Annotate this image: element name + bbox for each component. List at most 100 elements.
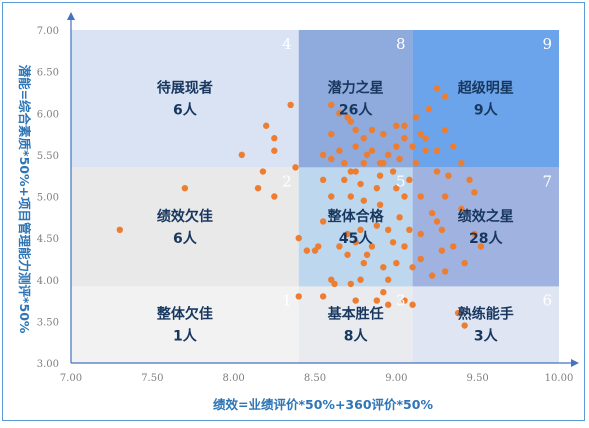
data-point xyxy=(363,251,371,258)
points-layer xyxy=(116,85,485,329)
y-tick-label: 4.50 xyxy=(37,234,59,245)
data-point xyxy=(376,160,384,167)
data-point xyxy=(417,255,424,263)
data-point xyxy=(352,239,359,246)
data-point xyxy=(363,151,371,159)
zone-2-name: 绩效欠佳 xyxy=(157,208,213,225)
data-point xyxy=(438,247,446,254)
data-point xyxy=(438,226,446,233)
data-point xyxy=(401,135,408,142)
data-point xyxy=(433,147,441,154)
data-point xyxy=(360,197,367,204)
data-point xyxy=(238,151,245,159)
data-point xyxy=(368,147,376,154)
data-point xyxy=(376,172,384,179)
data-point xyxy=(428,209,436,217)
data-point xyxy=(287,101,294,109)
data-point xyxy=(441,93,449,100)
data-point xyxy=(357,226,364,233)
data-point xyxy=(396,214,403,221)
x-tick-label: 8.00 xyxy=(223,373,245,384)
zone-2-count: 6人 xyxy=(173,230,198,247)
zone-7-count: 28人 xyxy=(469,230,503,247)
y-tick-label: 3.00 xyxy=(37,359,59,370)
data-point xyxy=(360,160,367,167)
data-point xyxy=(401,122,408,129)
data-point xyxy=(477,243,485,250)
data-point xyxy=(319,293,327,300)
data-point xyxy=(450,243,457,250)
data-point xyxy=(385,226,392,233)
data-point xyxy=(425,105,433,113)
data-point xyxy=(385,151,392,159)
zone-7-number: 7 xyxy=(542,172,552,190)
data-point xyxy=(466,176,473,184)
data-point xyxy=(373,184,381,192)
data-point xyxy=(412,114,420,121)
zone-4-name: 待展现者 xyxy=(157,80,213,97)
x-axis-title: 绩效=业绩评价*50%+360评价*50% xyxy=(213,397,433,412)
y-axis-title: 潜能=综合素质*50%+项目管理能力测评*50% xyxy=(17,65,32,334)
zone-1-count: 1人 xyxy=(173,328,198,345)
chart-frame: 整体欠佳 1人 1 绩效欠佳 6人 2 基本胜任 8人 3 待展现者 6人 4 整体合格 45人 5 熟练能手… xyxy=(2,2,585,421)
zone-8-number: 8 xyxy=(396,35,406,53)
x-tick-label: 10.00 xyxy=(545,373,574,384)
data-point xyxy=(344,230,351,238)
data-point xyxy=(385,276,392,283)
y-tick-label: 4.00 xyxy=(37,276,59,287)
zone-1-name: 整体欠佳 xyxy=(156,306,213,323)
data-point xyxy=(368,126,376,134)
data-point xyxy=(441,126,449,134)
y-axis-arrow-icon xyxy=(67,12,75,20)
data-point xyxy=(328,155,335,163)
data-point xyxy=(319,151,327,159)
data-point xyxy=(352,297,359,304)
data-point xyxy=(328,130,335,138)
y-tick-label: 6.50 xyxy=(37,68,59,79)
data-point xyxy=(347,193,354,200)
axes-layer xyxy=(67,12,579,367)
data-point xyxy=(393,184,400,192)
zone-8-name: 潜力之星 xyxy=(328,80,384,97)
data-point xyxy=(336,110,343,117)
data-point xyxy=(417,130,424,138)
data-point xyxy=(393,122,400,129)
data-point xyxy=(445,172,452,179)
zone-1-number: 1 xyxy=(282,291,292,309)
data-point xyxy=(341,176,348,184)
x-axis-arrow-icon xyxy=(571,359,579,367)
y-tick-label: 5.50 xyxy=(37,151,59,162)
data-point xyxy=(406,176,413,184)
zone-7-background xyxy=(412,167,559,287)
zone-5-number: 5 xyxy=(396,172,406,190)
data-point xyxy=(471,189,478,196)
data-point xyxy=(368,243,376,250)
data-point xyxy=(259,168,267,175)
data-point xyxy=(295,234,302,242)
data-point xyxy=(380,264,387,271)
data-point xyxy=(347,168,354,175)
zone-9-count: 9人 xyxy=(474,102,499,119)
data-point xyxy=(357,180,364,188)
data-point xyxy=(376,201,384,209)
data-point xyxy=(389,239,397,246)
data-point xyxy=(380,130,387,138)
data-point xyxy=(373,222,381,229)
data-point xyxy=(271,193,278,200)
data-point xyxy=(433,218,441,225)
data-point xyxy=(181,184,189,192)
data-point xyxy=(357,276,364,283)
data-point xyxy=(458,160,465,167)
data-point xyxy=(433,168,441,175)
data-point xyxy=(401,297,408,304)
zone-4-number: 4 xyxy=(282,35,292,53)
data-point xyxy=(409,301,416,308)
zone-9-name: 超级明星 xyxy=(457,80,514,97)
data-point xyxy=(406,226,413,233)
zone-3-name: 基本胜任 xyxy=(328,306,384,323)
data-point xyxy=(344,251,351,258)
data-point xyxy=(352,143,359,150)
data-point xyxy=(458,205,465,213)
data-point xyxy=(417,193,424,200)
data-point xyxy=(428,272,436,279)
